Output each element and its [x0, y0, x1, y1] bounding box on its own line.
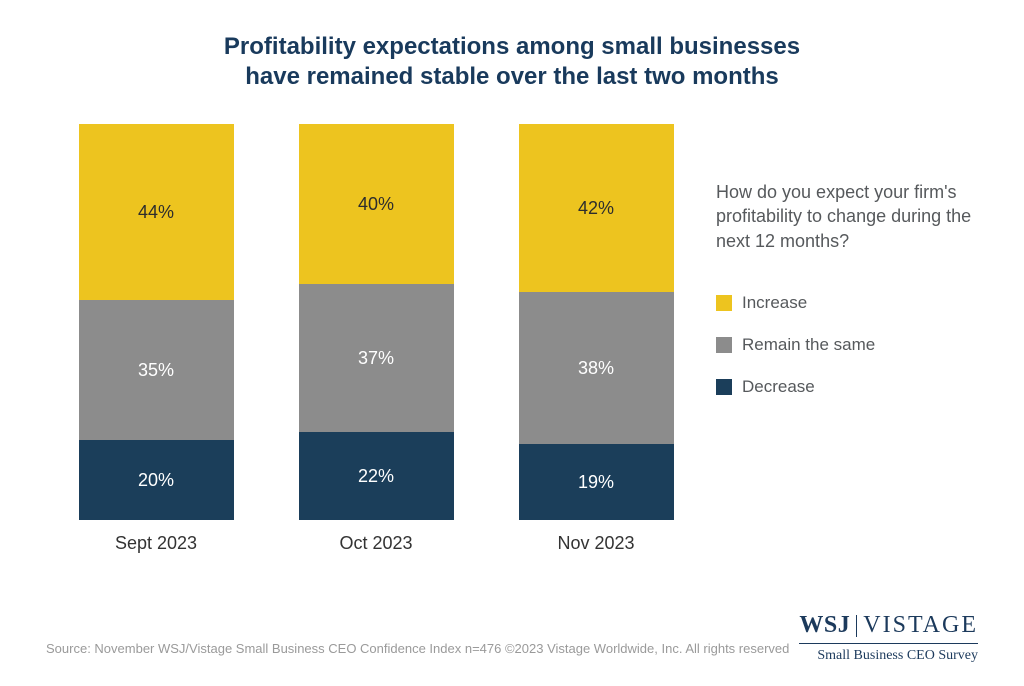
stacked-bar-chart: 44%35%20% 40%37%22% 42%38%19% Sept 2023 Oct…: [46, 120, 706, 560]
page-root: Profitability expectations among small b…: [0, 0, 1024, 686]
side-panel: How do you expect your firm's profitabil…: [706, 120, 978, 419]
source-footer: Source: November WSJ/Vistage Small Busin…: [46, 641, 789, 656]
logo-divider-icon: [856, 615, 857, 637]
content-row: 44%35%20% 40%37%22% 42%38%19% Sept 2023 Oct…: [46, 120, 978, 560]
bar-segment-increase: 40%: [299, 124, 454, 284]
legend-label: Remain the same: [742, 335, 875, 355]
logo-rule: [799, 643, 978, 644]
logo-subtitle: Small Business CEO Survey: [799, 648, 978, 664]
legend-item-decrease: Decrease: [716, 377, 978, 397]
title-line-2: have remained stable over the last two m…: [245, 63, 778, 90]
x-axis-label: Oct 2023: [299, 533, 454, 554]
bar-segment-remain: 35%: [79, 300, 234, 440]
bar-segment-increase: 44%: [79, 124, 234, 300]
x-axis-label: Sept 2023: [79, 533, 234, 554]
bar: 44%35%20%: [79, 124, 234, 520]
title-line-1: Profitability expectations among small b…: [224, 33, 800, 60]
legend-label: Increase: [742, 293, 807, 313]
chart-title: Profitability expectations among small b…: [46, 32, 978, 92]
bar: 40%37%22%: [299, 124, 454, 520]
bar-segment-decrease: 19%: [519, 444, 674, 520]
legend-swatch-icon: [716, 379, 732, 395]
legend-item-remain: Remain the same: [716, 335, 978, 355]
x-axis-labels: Sept 2023 Oct 2023 Nov 2023: [46, 526, 706, 560]
legend-swatch-icon: [716, 295, 732, 311]
bar-segment-remain: 37%: [299, 284, 454, 432]
logo-top-line: WSJ VISTAGE: [799, 612, 978, 639]
legend-item-increase: Increase: [716, 293, 978, 313]
x-axis-label: Nov 2023: [519, 533, 674, 554]
bar-segment-decrease: 20%: [79, 440, 234, 520]
legend: Increase Remain the same Decrease: [716, 293, 978, 397]
legend-swatch-icon: [716, 337, 732, 353]
bar: 42%38%19%: [519, 124, 674, 520]
logo-wsj: WSJ: [799, 612, 850, 638]
bars-container: 44%35%20% 40%37%22% 42%38%19%: [46, 120, 706, 520]
bar-segment-decrease: 22%: [299, 432, 454, 520]
logo-vistage: VISTAGE: [863, 612, 978, 638]
legend-label: Decrease: [742, 377, 815, 397]
bar-segment-remain: 38%: [519, 292, 674, 444]
logo-block: WSJ VISTAGE Small Business CEO Survey: [799, 612, 978, 664]
survey-question: How do you expect your firm's profitabil…: [716, 180, 978, 253]
bar-segment-increase: 42%: [519, 124, 674, 292]
